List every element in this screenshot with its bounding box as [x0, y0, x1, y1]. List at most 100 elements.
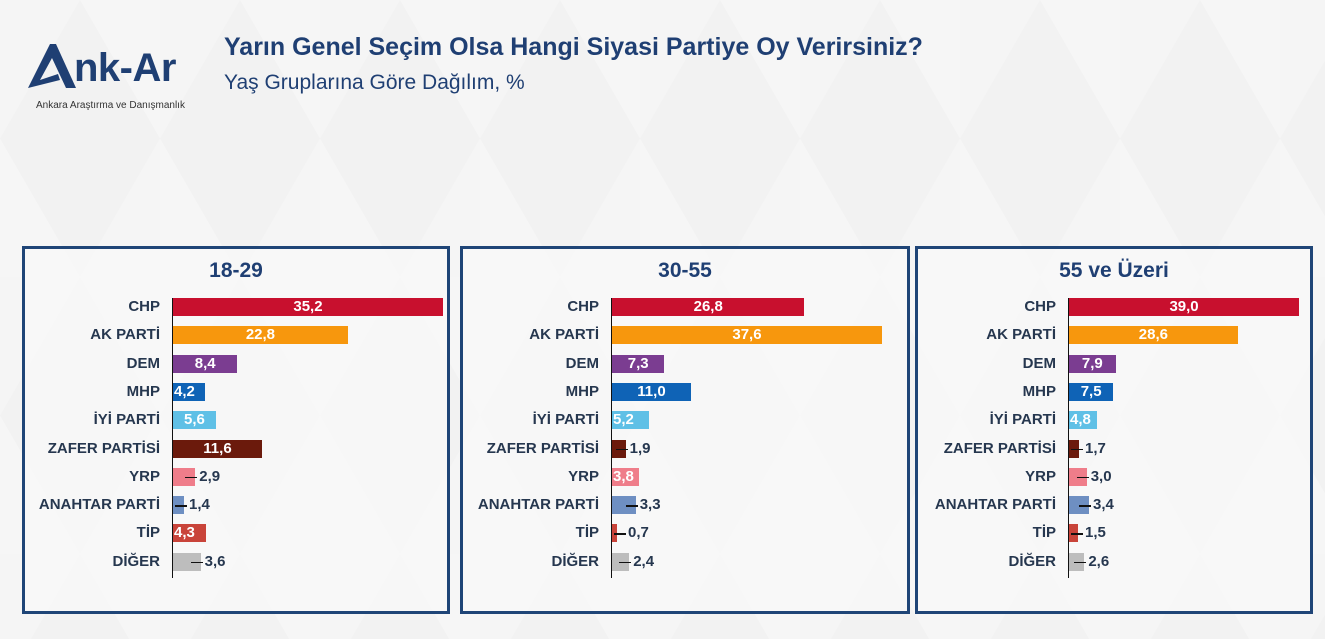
value-label: 2,9: [199, 467, 221, 485]
bar: [612, 467, 640, 486]
category-label: İYİ PARTİ: [989, 411, 1056, 429]
value-label: 2,4: [633, 552, 655, 570]
value-label: 35,2: [293, 298, 323, 315]
category-label: YRP: [1025, 467, 1056, 485]
value-label: 5,6: [184, 411, 205, 429]
category-label: TİP: [1032, 524, 1056, 542]
category-label: AK PARTİ: [529, 326, 599, 344]
category-label: CHP: [567, 298, 599, 315]
value-label: 7,9: [1081, 354, 1103, 372]
value-label: 7,5: [1080, 382, 1102, 400]
category-label: DİĞER: [112, 552, 160, 570]
value-label: 22,8: [245, 326, 276, 344]
leader-line: [625, 505, 638, 507]
category-label: TİP: [136, 524, 160, 542]
category-label: YRP: [129, 467, 160, 485]
ankar-logo: nk-Ar Ankara Araştırma ve Danışmanlık: [26, 40, 206, 115]
value-label: 37,6: [732, 326, 762, 344]
value-label: 7,3: [627, 354, 649, 372]
bar-row-iyi-parti: İYİ PARTİ 5,2: [463, 410, 913, 430]
category-label: MHP: [565, 382, 599, 400]
category-label: İYİ PARTİ: [93, 411, 160, 429]
leader-line: [1074, 561, 1087, 564]
chart-panel-55-ve-uzeri: 55 ve Üzeri CHP 39,0 AK PARTİ 28,6 DEM 7,9 MHP 7…: [915, 246, 1313, 614]
bar-row-diger: DİĞER 2,6: [918, 552, 1316, 572]
bar-row-iyi-parti: İYİ PARTİ 4,8: [918, 410, 1316, 430]
category-label: DEM: [126, 354, 160, 372]
bar: [612, 496, 636, 515]
bar: [1069, 411, 1098, 430]
bar-row-yrp: YRP 3,8: [463, 467, 913, 487]
category-label: DEM: [1022, 354, 1056, 372]
bar: [173, 354, 238, 373]
leader-line: [190, 561, 203, 564]
bar-row-tip: TİP 0,7: [463, 523, 913, 543]
bar-row-chp: CHP 35,2: [25, 297, 453, 317]
bar-row-zafer-partisi: ZAFER PARTİSİ 1,7: [918, 439, 1316, 459]
value-label: 4,2: [174, 382, 195, 400]
panel-title: 18-29: [209, 259, 263, 282]
category-label: AK PARTİ: [90, 326, 160, 344]
category-label: MHP: [126, 382, 160, 400]
category-label: İYİ PARTİ: [532, 411, 599, 429]
category-label: TİP: [575, 524, 599, 542]
logo-subtitle: Ankara Araştırma ve Danışmanlık: [36, 100, 185, 111]
bar-row-ak-parti: AK PARTİ 22,8: [25, 325, 453, 345]
bar-row-tip: TİP 4,3: [25, 523, 453, 543]
leader-line: [1071, 533, 1083, 535]
category-label: DİĞER: [1008, 552, 1056, 570]
bar-row-ak-parti: AK PARTİ 28,6: [918, 325, 1316, 345]
bar: [612, 354, 665, 373]
bar-row-yrp: YRP 3,0: [918, 467, 1316, 487]
value-label: 26,8: [693, 298, 723, 315]
category-label: CHP: [128, 298, 160, 315]
value-label: 28,6: [1138, 326, 1168, 344]
bar: [173, 524, 206, 543]
leader-line: [185, 476, 198, 479]
bar: [1069, 326, 1238, 345]
category-label: ZAFER PARTİSİ: [486, 439, 599, 457]
bar: [173, 411, 216, 430]
value-label: 8,4: [194, 354, 216, 372]
category-label: ANAHTAR PARTİ: [477, 496, 599, 514]
bar: [173, 382, 206, 401]
bar-row-mhp: MHP 11,0: [463, 382, 913, 402]
leader-line: [615, 448, 628, 450]
panel-title: 55 ve Üzeri: [1059, 259, 1169, 282]
category-label: ANAHTAR PARTİ: [38, 496, 160, 514]
category-label: DEM: [565, 354, 599, 372]
chart-subtitle: Yaş Gruplarına Göre Dağılım, %: [224, 71, 525, 94]
chart-panel-30-55: 30-55 CHP 26,8 AK PARTİ 37,6 DEM 7,3 MHP 11,0 İYİ…: [460, 246, 910, 614]
category-label: CHP: [1024, 298, 1056, 315]
y-axis-line: [172, 298, 173, 578]
y-axis-line: [1068, 298, 1069, 578]
value-label: 1,7: [1085, 439, 1106, 457]
bar-row-iyi-parti: İYİ PARTİ 5,6: [25, 410, 453, 430]
value-label: 11,6: [203, 439, 232, 457]
bar-row-zafer-partisi: ZAFER PARTİSİ 11,6: [25, 439, 453, 459]
y-axis-line: [611, 298, 612, 578]
value-label: 1,4: [189, 496, 210, 514]
value-label: 1,9: [629, 439, 651, 457]
category-label: ZAFER PARTİSİ: [47, 439, 160, 457]
leader-line: [614, 533, 626, 535]
bar-row-dem: DEM 8,4: [25, 354, 453, 374]
bar-row-tip: TİP 1,5: [918, 523, 1316, 543]
value-label: 11,0: [637, 382, 666, 400]
bar-row-chp: CHP 39,0: [918, 297, 1316, 317]
logo-text: nk-Ar: [74, 46, 176, 90]
value-label: 3,6: [204, 552, 226, 570]
bar-row-chp: CHP 26,8: [463, 297, 913, 317]
leader-line: [1079, 505, 1092, 507]
value-label: 3,8: [613, 467, 634, 485]
category-label: MHP: [1022, 382, 1056, 400]
value-label: 3,3: [639, 496, 661, 514]
bar: [173, 552, 201, 571]
bar-row-dem: DEM 7,9: [918, 354, 1316, 374]
chart-title: Yarın Genel Seçim Olsa Hangi Siyasi Part…: [224, 33, 923, 61]
chart-panel-18-29: 18-29 CHP 35,2 AK PARTİ 22,8 DEM 8,4 MHP 4,2 İYİ …: [22, 246, 450, 614]
bar: [173, 298, 443, 316]
bar-row-ak-parti: AK PARTİ 37,6: [463, 325, 913, 345]
bar: [612, 382, 691, 401]
leader-line: [1071, 448, 1083, 450]
